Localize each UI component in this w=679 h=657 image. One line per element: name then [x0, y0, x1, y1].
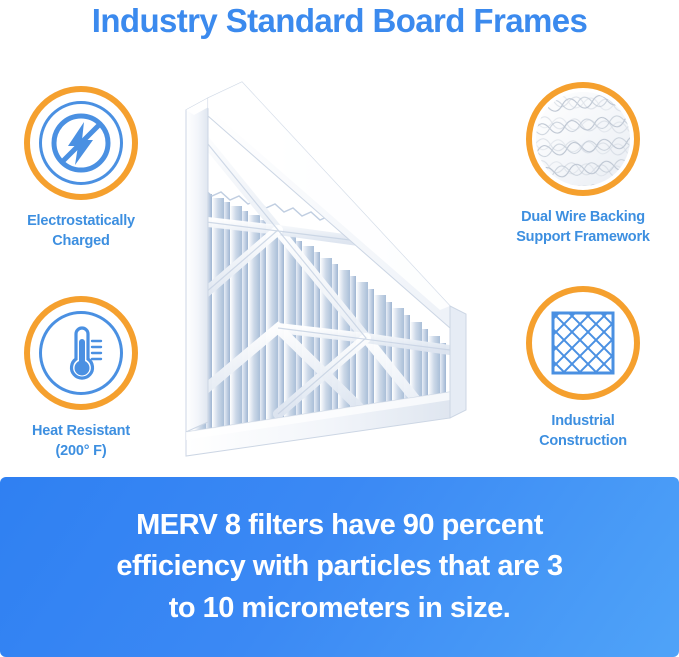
feature-label: Electrostatically Charged	[0, 211, 166, 251]
feature-heat-resistant: Heat Resistant (200° F)	[0, 296, 166, 461]
feature-dual-wire-backing: Dual Wire Backing Support Framework	[498, 82, 668, 247]
feature-ring-orange	[526, 286, 640, 400]
feature-label-line2: Charged	[52, 233, 110, 249]
page-title: Industry Standard Board Frames	[91, 2, 588, 39]
lattice-grid-icon	[548, 308, 618, 378]
merv-rating-banner: MERV 8 filters have 90 percent efficienc…	[0, 477, 679, 657]
feature-label-line2: Construction	[539, 433, 627, 449]
feature-inner-ring-blue	[39, 311, 123, 395]
feature-ring-orange	[526, 82, 640, 196]
feature-label-line1: Electrostatically	[27, 213, 135, 229]
feature-electrostatically-charged: Electrostatically Charged	[0, 86, 166, 251]
banner-line-2: efficiency with particles that are 3	[116, 550, 563, 583]
feature-label-line2: Support Framework	[516, 229, 650, 245]
feature-label-line1: Heat Resistant	[32, 423, 130, 439]
frame-right-cap	[449, 305, 467, 419]
banner-text: MERV 8 filters have 90 percent efficienc…	[82, 505, 596, 629]
feature-label-line1: Industrial	[551, 413, 615, 429]
feature-label: Industrial Construction	[498, 411, 668, 451]
frame-left-rail	[185, 97, 209, 433]
product-image-pleated-air-filter	[150, 70, 510, 480]
feature-label: Dual Wire Backing Support Framework	[498, 207, 668, 247]
feature-ring-orange	[24, 296, 138, 410]
feature-inner-ring-blue	[39, 101, 123, 185]
feature-label: Heat Resistant (200° F)	[0, 421, 166, 461]
banner-line-3: to 10 micrometers in size.	[168, 591, 511, 624]
feature-ring-orange	[24, 86, 138, 200]
banner-line-1: MERV 8 filters have 90 percent	[136, 509, 543, 542]
feature-label-line1: Dual Wire Backing	[521, 209, 645, 225]
wire-mesh-photo-icon	[536, 92, 630, 186]
feature-industrial-construction: Industrial Construction	[498, 286, 668, 451]
feature-label-line2: (200° F)	[55, 443, 107, 459]
